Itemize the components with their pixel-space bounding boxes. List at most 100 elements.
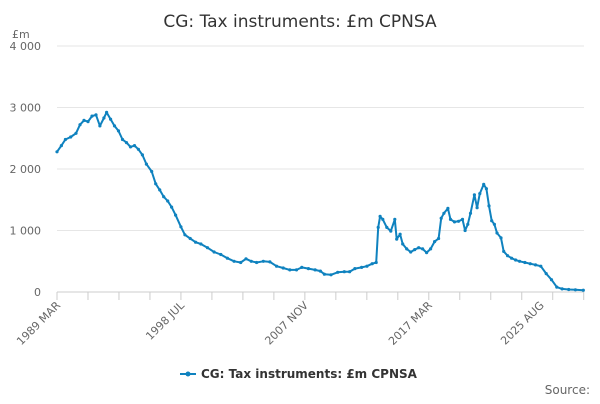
data-point[interactable] [463,228,467,233]
data-point[interactable] [82,118,86,122]
data-point[interactable] [544,272,548,276]
data-point[interactable] [94,113,98,117]
data-point[interactable] [437,236,441,241]
data-point[interactable] [313,268,317,272]
data-point[interactable] [74,131,78,135]
data-point[interactable] [398,232,402,236]
data-point[interactable] [170,205,174,209]
data-point[interactable] [442,211,446,215]
data-point[interactable] [448,217,453,221]
data-point[interactable] [502,249,506,253]
data-point[interactable] [162,195,166,199]
data-point[interactable] [188,236,192,241]
data-point[interactable] [466,222,470,226]
data-point[interactable] [409,250,413,254]
data-point[interactable] [306,267,310,271]
data-point[interactable] [199,242,203,246]
data-point[interactable] [275,264,279,268]
data-point[interactable] [268,260,272,264]
data-point[interactable] [158,188,162,192]
data-point[interactable] [581,288,585,292]
data-point[interactable] [389,229,393,233]
data-point[interactable] [219,252,223,257]
data-point[interactable] [318,269,322,273]
data-point[interactable] [425,251,429,255]
data-point[interactable] [378,214,382,218]
data-point[interactable] [385,225,389,229]
data-point[interactable] [413,248,417,252]
data-point[interactable] [98,124,102,128]
data-point[interactable] [329,273,333,277]
data-point[interactable] [232,259,236,263]
data-point[interactable] [281,266,285,270]
data-point[interactable] [490,219,494,223]
data-point[interactable] [514,258,518,262]
data-point[interactable] [401,242,405,246]
data-point[interactable] [132,144,137,148]
data-point[interactable] [478,192,482,196]
data-point[interactable] [573,288,578,292]
data-point[interactable] [205,246,210,250]
data-point[interactable] [174,213,178,217]
data-point[interactable] [381,217,385,221]
data-point[interactable] [446,206,450,210]
data-point[interactable] [105,110,109,114]
data-point[interactable] [374,260,378,265]
data-point[interactable] [128,145,133,149]
data-point[interactable] [112,124,117,128]
data-point[interactable] [109,117,113,121]
data-point[interactable] [376,225,380,229]
data-point[interactable] [336,270,340,274]
data-point[interactable] [499,236,503,240]
data-point[interactable] [393,217,397,221]
data-point[interactable] [472,193,476,197]
data-point[interactable] [255,260,259,265]
data-point[interactable] [429,247,433,251]
data-point[interactable] [370,262,374,266]
data-point[interactable] [90,114,94,118]
data-point[interactable] [468,211,473,215]
data-point[interactable] [124,141,129,145]
data-point[interactable] [487,204,491,208]
data-point[interactable] [244,257,248,261]
data-point[interactable] [365,264,369,268]
data-point[interactable] [495,231,499,235]
data-point[interactable] [560,287,564,291]
data-point[interactable] [460,217,465,221]
data-point[interactable] [456,219,461,223]
data-point[interactable] [102,116,106,120]
data-point[interactable] [528,262,532,266]
data-point[interactable] [452,220,457,224]
data-point[interactable] [136,147,140,151]
data-point[interactable] [261,259,265,263]
data-point[interactable] [433,240,437,244]
data-point[interactable] [353,267,357,271]
data-point[interactable] [179,225,183,229]
data-point[interactable] [482,182,486,186]
data-point[interactable] [288,268,292,272]
data-point[interactable] [533,263,538,267]
data-point[interactable] [116,129,121,133]
data-point[interactable] [348,270,352,274]
data-point[interactable] [360,265,364,269]
data-point[interactable] [300,265,304,269]
data-point[interactable] [69,135,73,139]
data-point[interactable] [549,278,554,282]
data-point[interactable] [555,285,559,289]
data-point[interactable] [59,144,64,148]
data-point[interactable] [492,222,496,226]
data-point[interactable] [567,287,571,292]
data-point[interactable] [183,233,187,237]
data-point[interactable] [395,237,399,241]
data-point[interactable] [475,206,479,210]
data-point[interactable] [484,187,488,191]
data-point[interactable] [342,270,346,274]
data-point[interactable] [523,260,527,265]
data-point[interactable] [55,150,59,154]
data-point[interactable] [239,260,243,265]
data-point[interactable] [294,268,299,272]
data-point[interactable] [225,256,229,260]
data-point[interactable] [212,250,216,254]
data-point[interactable] [518,259,522,263]
data-point[interactable] [439,216,443,220]
